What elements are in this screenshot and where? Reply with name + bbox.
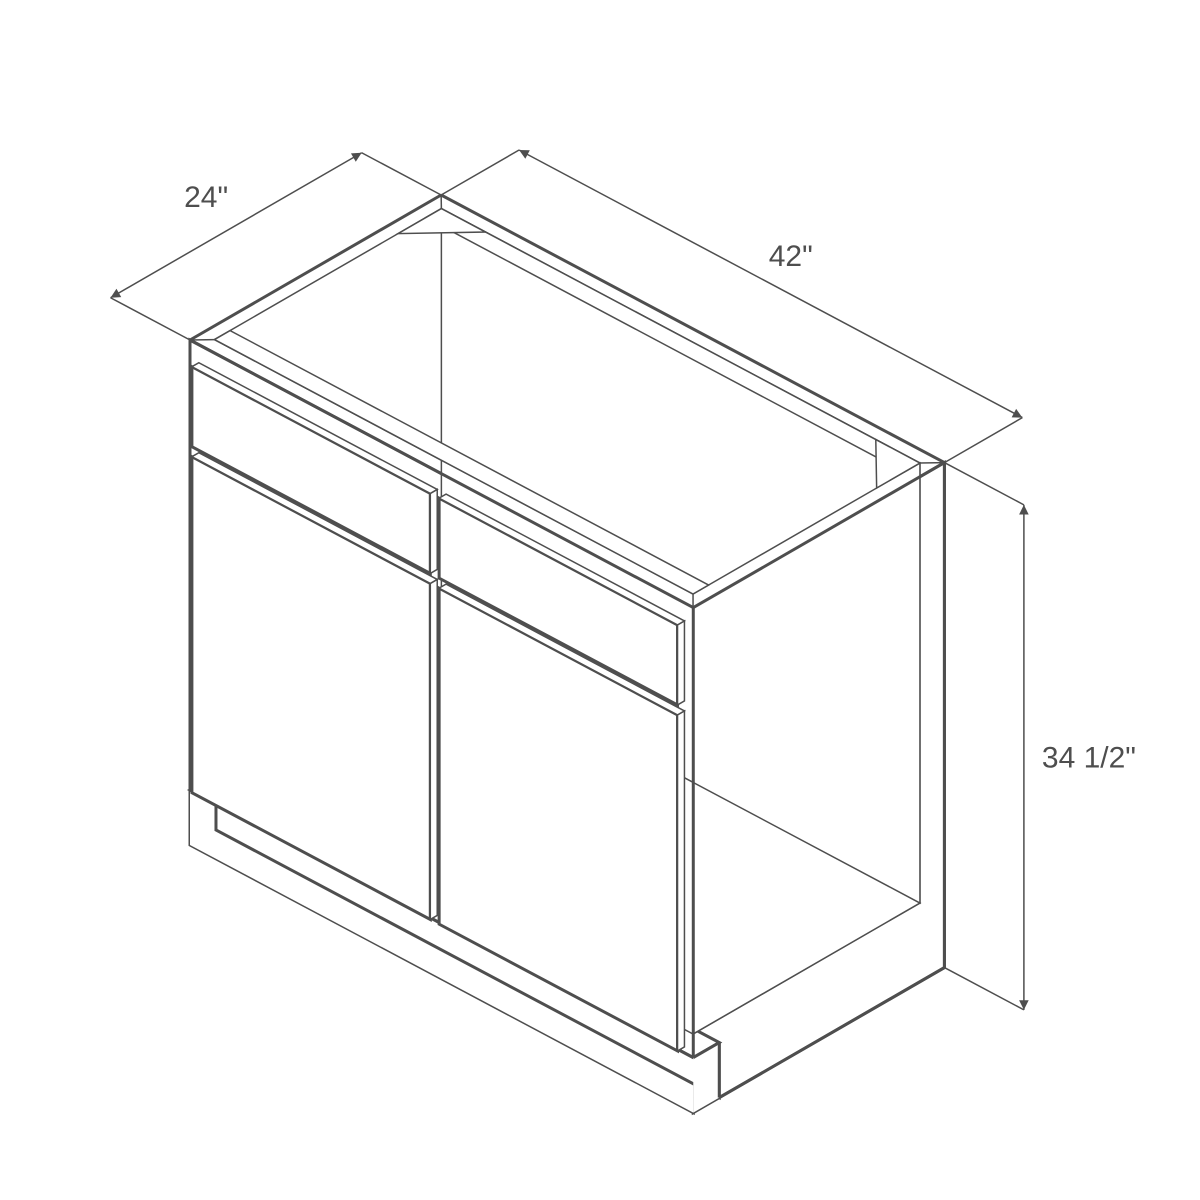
dimension-depth-label: 24" xyxy=(184,181,228,214)
dimension-width-label: 42" xyxy=(769,240,813,273)
cabinet-body xyxy=(190,195,944,1113)
cabinet-isometric-diagram: 24" 42" 34 1/2" xyxy=(0,0,1200,1200)
dimension-height-label: 34 1/2" xyxy=(1042,741,1136,774)
dimension-height: 34 1/2" xyxy=(944,463,1136,1010)
